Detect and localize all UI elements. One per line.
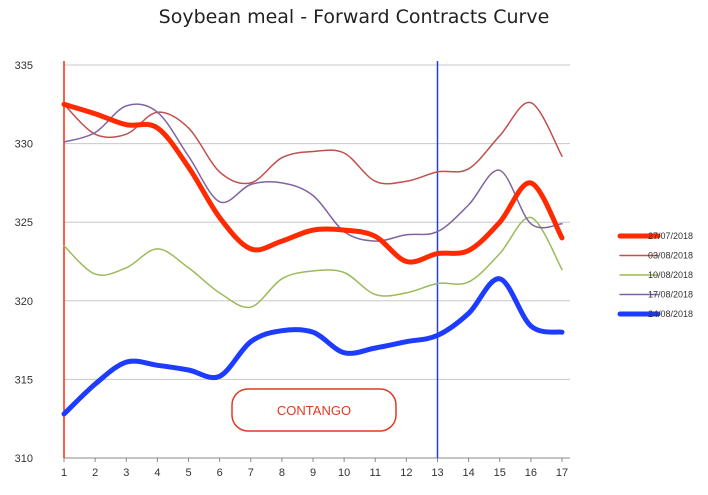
- x-tick-label: 1: [61, 467, 67, 479]
- series-layer: [61, 101, 565, 417]
- vertical-marker-layer: [63, 61, 439, 458]
- x-tick-label: 10: [338, 467, 350, 479]
- x-tick-label: 7: [248, 467, 254, 479]
- y-tick-label: 330: [15, 139, 33, 151]
- legend-label: 10/08/2018: [648, 270, 693, 280]
- x-tick-label: 5: [185, 467, 191, 479]
- contango-label: CONTANGO: [277, 403, 351, 418]
- series-line-10-08-2018: [63, 216, 563, 309]
- x-tick-label: 15: [494, 467, 506, 479]
- y-tick-label: 320: [15, 296, 33, 308]
- annotation-layer: CONTANGO: [231, 388, 397, 432]
- legend: 27/07/2018 03/08/2018 10/08/2018 17/08/2018…: [617, 231, 693, 319]
- legend-label: 03/08/2018: [648, 251, 693, 261]
- x-tick-label: 6: [217, 467, 223, 479]
- series-line-24-08-2018: [61, 276, 565, 417]
- y-tick-label: 335: [15, 60, 33, 72]
- contango-box: [231, 388, 397, 432]
- series-line-03-08-2018: [63, 101, 563, 185]
- series-line-17-08-2018: [63, 103, 563, 242]
- x-tick-label: 16: [525, 467, 537, 479]
- x-tick-label: 11: [370, 467, 381, 479]
- x-tick-label: 8: [279, 467, 285, 479]
- y-tick-label: 315: [15, 374, 33, 386]
- grid-layer: [64, 64, 570, 459]
- x-tick-label: 13: [431, 467, 443, 479]
- series-line-27-07-2018: [61, 101, 565, 265]
- legend-label: 24/08/2018: [648, 309, 693, 319]
- x-tick-label: 17: [556, 467, 568, 479]
- legend-label: 27/07/2018: [648, 231, 693, 241]
- x-tick-label: 2: [92, 467, 98, 479]
- y-tick-label: 325: [15, 217, 33, 229]
- x-tick-label: 3: [123, 467, 129, 479]
- legend-label: 17/08/2018: [648, 290, 693, 300]
- x-tick-label: 12: [400, 467, 412, 479]
- chart-title: Soybean meal - Forward Contracts Curve: [158, 6, 550, 28]
- x-tick-label: 9: [310, 467, 316, 479]
- y-tick-label: 310: [15, 453, 33, 465]
- x-tick-label: 14: [463, 467, 475, 479]
- x-tick-label: 4: [154, 467, 160, 479]
